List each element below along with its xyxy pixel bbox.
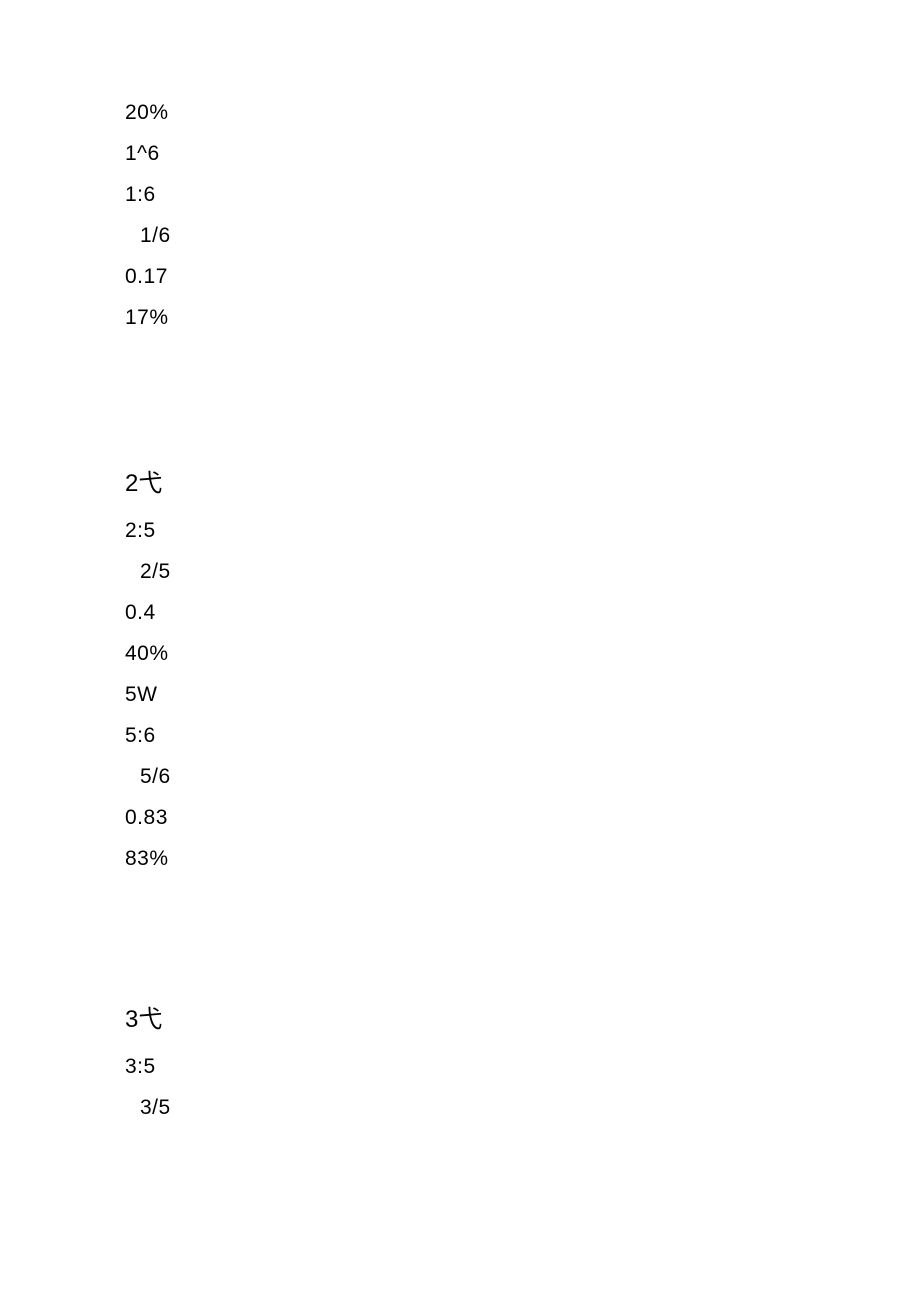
text-line: 2:5: [125, 520, 920, 541]
text-line: 3:5: [125, 1056, 920, 1077]
section-heading: 2弋: [125, 463, 920, 498]
text-line: 5/6: [125, 766, 920, 787]
text-line: 3/5: [125, 1097, 920, 1118]
text-line: 1:6: [125, 184, 920, 205]
document-page: 20% 1^6 1:6 1/6 0.17 17% 2弋 2:5 2/5 0.4 …: [0, 0, 920, 1303]
text-line: 0.83: [125, 807, 920, 828]
text-line: 5W: [125, 684, 920, 705]
spacer: [125, 889, 920, 999]
text-line: 0.4: [125, 602, 920, 623]
text-line: 17%: [125, 307, 920, 328]
text-line: 0.17: [125, 266, 920, 287]
text-line: 1^6: [125, 143, 920, 164]
text-line: 83%: [125, 848, 920, 869]
spacer: [125, 348, 920, 463]
text-line: 40%: [125, 643, 920, 664]
section-heading: 3弋: [125, 999, 920, 1034]
text-line: 2/5: [125, 561, 920, 582]
text-line: 1/6: [125, 225, 920, 246]
text-line: 5:6: [125, 725, 920, 746]
text-line: 20%: [125, 102, 920, 123]
